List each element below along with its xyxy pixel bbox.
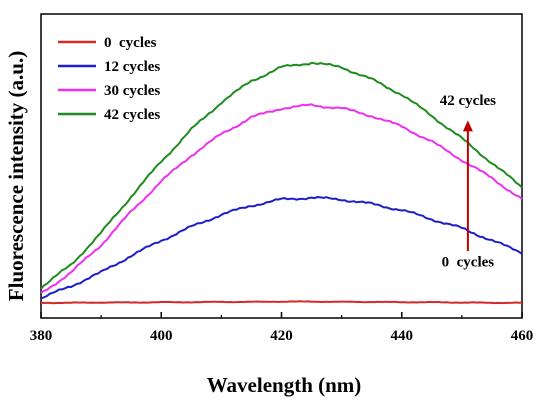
- legend-label: 30 cycles: [104, 83, 160, 99]
- x-axis-ticks: 380 400 420 440 460: [30, 312, 534, 344]
- x-tick-label: 460: [511, 328, 534, 344]
- x-axis-title: Wavelength (nm): [207, 373, 362, 397]
- arrow-head: [462, 120, 473, 132]
- annotation-label: 42 cycles: [440, 93, 496, 109]
- x-tick-label: 420: [270, 328, 293, 344]
- legend: 0 cycles 12 cycles 30 cycles 42 cycles: [58, 35, 160, 123]
- series-line-1: [40, 196, 523, 300]
- y-axis-title: Fluorescence intensity (a.u.): [4, 51, 28, 301]
- x-tick-label: 380: [30, 328, 53, 344]
- x-tick-label: 440: [391, 328, 414, 344]
- legend-label: 0 cycles: [104, 35, 157, 51]
- series-line-3: [40, 61, 523, 290]
- legend-label: 12 cycles: [104, 59, 160, 75]
- series-lines: [40, 61, 523, 305]
- legend-label: 42 cycles: [104, 107, 160, 123]
- series-line-2: [40, 103, 523, 294]
- annotation-label: 0 cycles: [442, 254, 495, 270]
- x-tick-label: 400: [150, 328, 173, 344]
- series-line-0: [40, 300, 523, 305]
- annotations: 42 cycles 0 cycles: [440, 93, 496, 270]
